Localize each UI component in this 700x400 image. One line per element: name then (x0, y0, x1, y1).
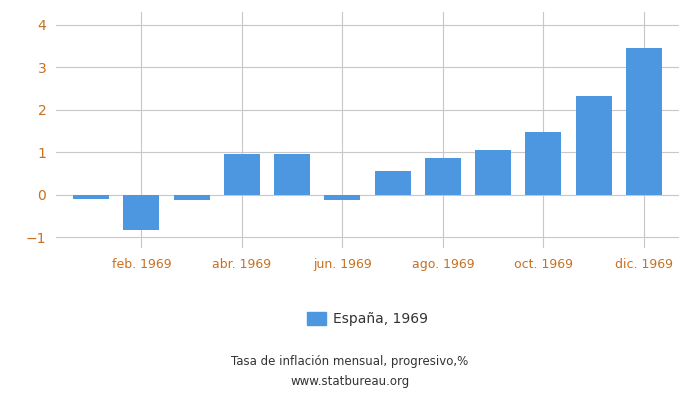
Bar (224, 154, 260, 195)
Bar (174, 195, 210, 200)
Bar (475, 150, 511, 195)
Text: Tasa de inflación mensual, progresivo,%: Tasa de inflación mensual, progresivo,% (232, 356, 468, 368)
Bar (274, 154, 310, 195)
Bar (123, 195, 160, 230)
Bar (73, 195, 109, 199)
Bar (425, 158, 461, 195)
Text: www.statbureau.org: www.statbureau.org (290, 376, 410, 388)
Bar (575, 96, 612, 195)
Legend: España, 1969: España, 1969 (301, 307, 434, 332)
Bar (626, 48, 662, 195)
Bar (525, 132, 561, 195)
Bar (324, 195, 360, 200)
Bar (374, 171, 411, 195)
